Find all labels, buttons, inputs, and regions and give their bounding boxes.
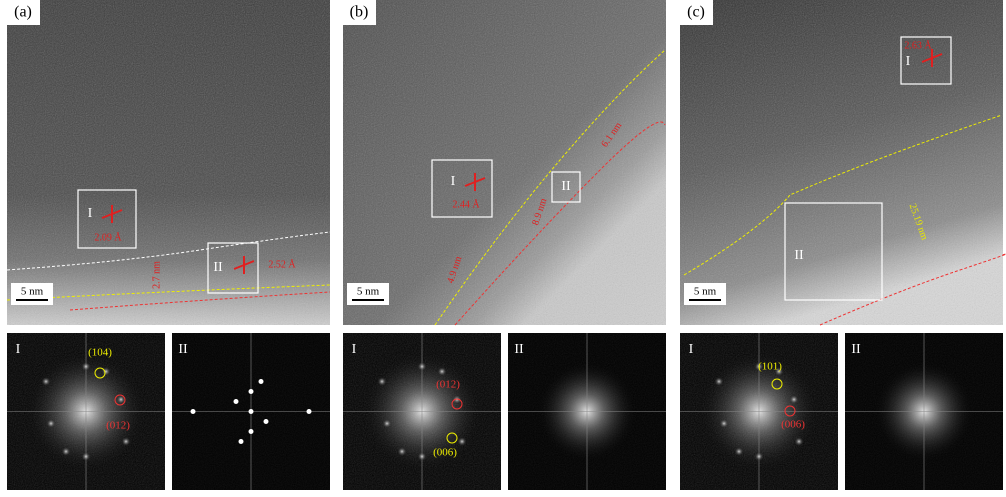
fft-spot: [754, 361, 764, 372]
region-label: II: [794, 248, 804, 263]
fft-spot: [417, 361, 427, 372]
lattice-marker: [101, 205, 123, 223]
region-box: [551, 171, 581, 203]
region-label: I: [451, 174, 456, 189]
fft-spot: [382, 418, 392, 429]
fft-spot: [81, 361, 91, 372]
spot-marker: [94, 367, 106, 379]
fft-label: I: [352, 342, 357, 357]
fft-spot: [248, 389, 254, 394]
fft-spot: [61, 446, 71, 457]
fft-spot: [754, 451, 764, 462]
fft-spot: [789, 394, 799, 405]
scale-bar-label: 5 nm: [21, 286, 44, 298]
spot-index: (006): [433, 447, 457, 459]
interface-line: [454, 121, 666, 326]
spot-marker: [771, 378, 783, 390]
fft-spot: [121, 436, 131, 447]
interface-line: [434, 49, 666, 326]
fft-spot: [719, 418, 729, 429]
fft-spot: [248, 429, 254, 434]
tem-noise: [7, 0, 330, 325]
fft-spot: [81, 451, 91, 462]
fft-spot: [377, 376, 387, 387]
fft-spot: [248, 409, 254, 414]
panel-label: (a): [14, 4, 32, 21]
fft-spot: [397, 446, 407, 457]
spot-index: (006): [781, 419, 805, 431]
spot-index: (104): [88, 347, 112, 359]
fft-label: II: [178, 342, 188, 357]
d-spacing: 2.52 Å: [268, 258, 296, 270]
region-label: I: [906, 54, 911, 69]
fft-spot: [46, 418, 56, 429]
fft-spot: [457, 436, 467, 447]
spot-marker: [784, 405, 796, 417]
region-label: I: [88, 206, 93, 221]
region-box: [900, 36, 952, 85]
fft-spot: [263, 419, 269, 424]
panel-label-bg: [343, 0, 376, 25]
fft-spot: [190, 409, 196, 414]
fft-spot: [437, 366, 447, 377]
region-box: [207, 242, 259, 294]
tem-noise: [343, 0, 666, 325]
d-spacing: 2.44 Å: [452, 198, 480, 210]
panel-label: (c): [687, 4, 705, 21]
fft-spot: [101, 366, 111, 377]
spot-index: (012): [106, 420, 130, 432]
fft-spot: [306, 409, 312, 414]
lattice-marker: [464, 173, 486, 191]
fft-label: II: [851, 342, 861, 357]
region-box: [77, 189, 137, 249]
d-spacing: 2.09 Å: [94, 231, 122, 243]
interface-line: [819, 253, 1006, 326]
scale-bar-label: 5 nm: [357, 286, 380, 298]
fft-label: I: [689, 342, 694, 357]
region-label: II: [561, 179, 571, 194]
fft-spot: [258, 379, 264, 384]
spot-index: (012): [436, 379, 460, 391]
spot-marker: [114, 394, 126, 406]
fft-spot: [238, 439, 244, 444]
thickness-label: 2.7 nm: [151, 261, 162, 289]
fft-label: I: [16, 342, 21, 357]
fft-spot: [734, 446, 744, 457]
fft-spot: [41, 376, 51, 387]
spot-marker: [446, 432, 458, 444]
spot-marker: [451, 398, 463, 410]
region-box: [431, 159, 493, 218]
interface-line: [69, 291, 331, 311]
fft-spot: [774, 366, 784, 377]
panel-label: (b): [350, 4, 369, 21]
scale-bar-label: 5 nm: [694, 286, 717, 298]
interface-line: [6, 231, 331, 271]
fft-spot: [794, 436, 804, 447]
fft-label: II: [514, 342, 524, 357]
fft-spot: [714, 376, 724, 387]
lattice-marker: [233, 256, 255, 274]
spot-index: (101): [758, 361, 782, 373]
panel-label-bg: [7, 0, 40, 25]
fft-spot: [233, 399, 239, 404]
tem-noise: [680, 0, 1003, 325]
interface-line: [683, 114, 1003, 276]
panel-label-bg: [680, 0, 713, 25]
region-label: II: [213, 260, 223, 275]
fft-spot: [417, 451, 427, 462]
d-spacing: 2.63 Å: [904, 39, 932, 51]
lattice-marker: [921, 49, 943, 67]
region-box: [784, 202, 883, 301]
